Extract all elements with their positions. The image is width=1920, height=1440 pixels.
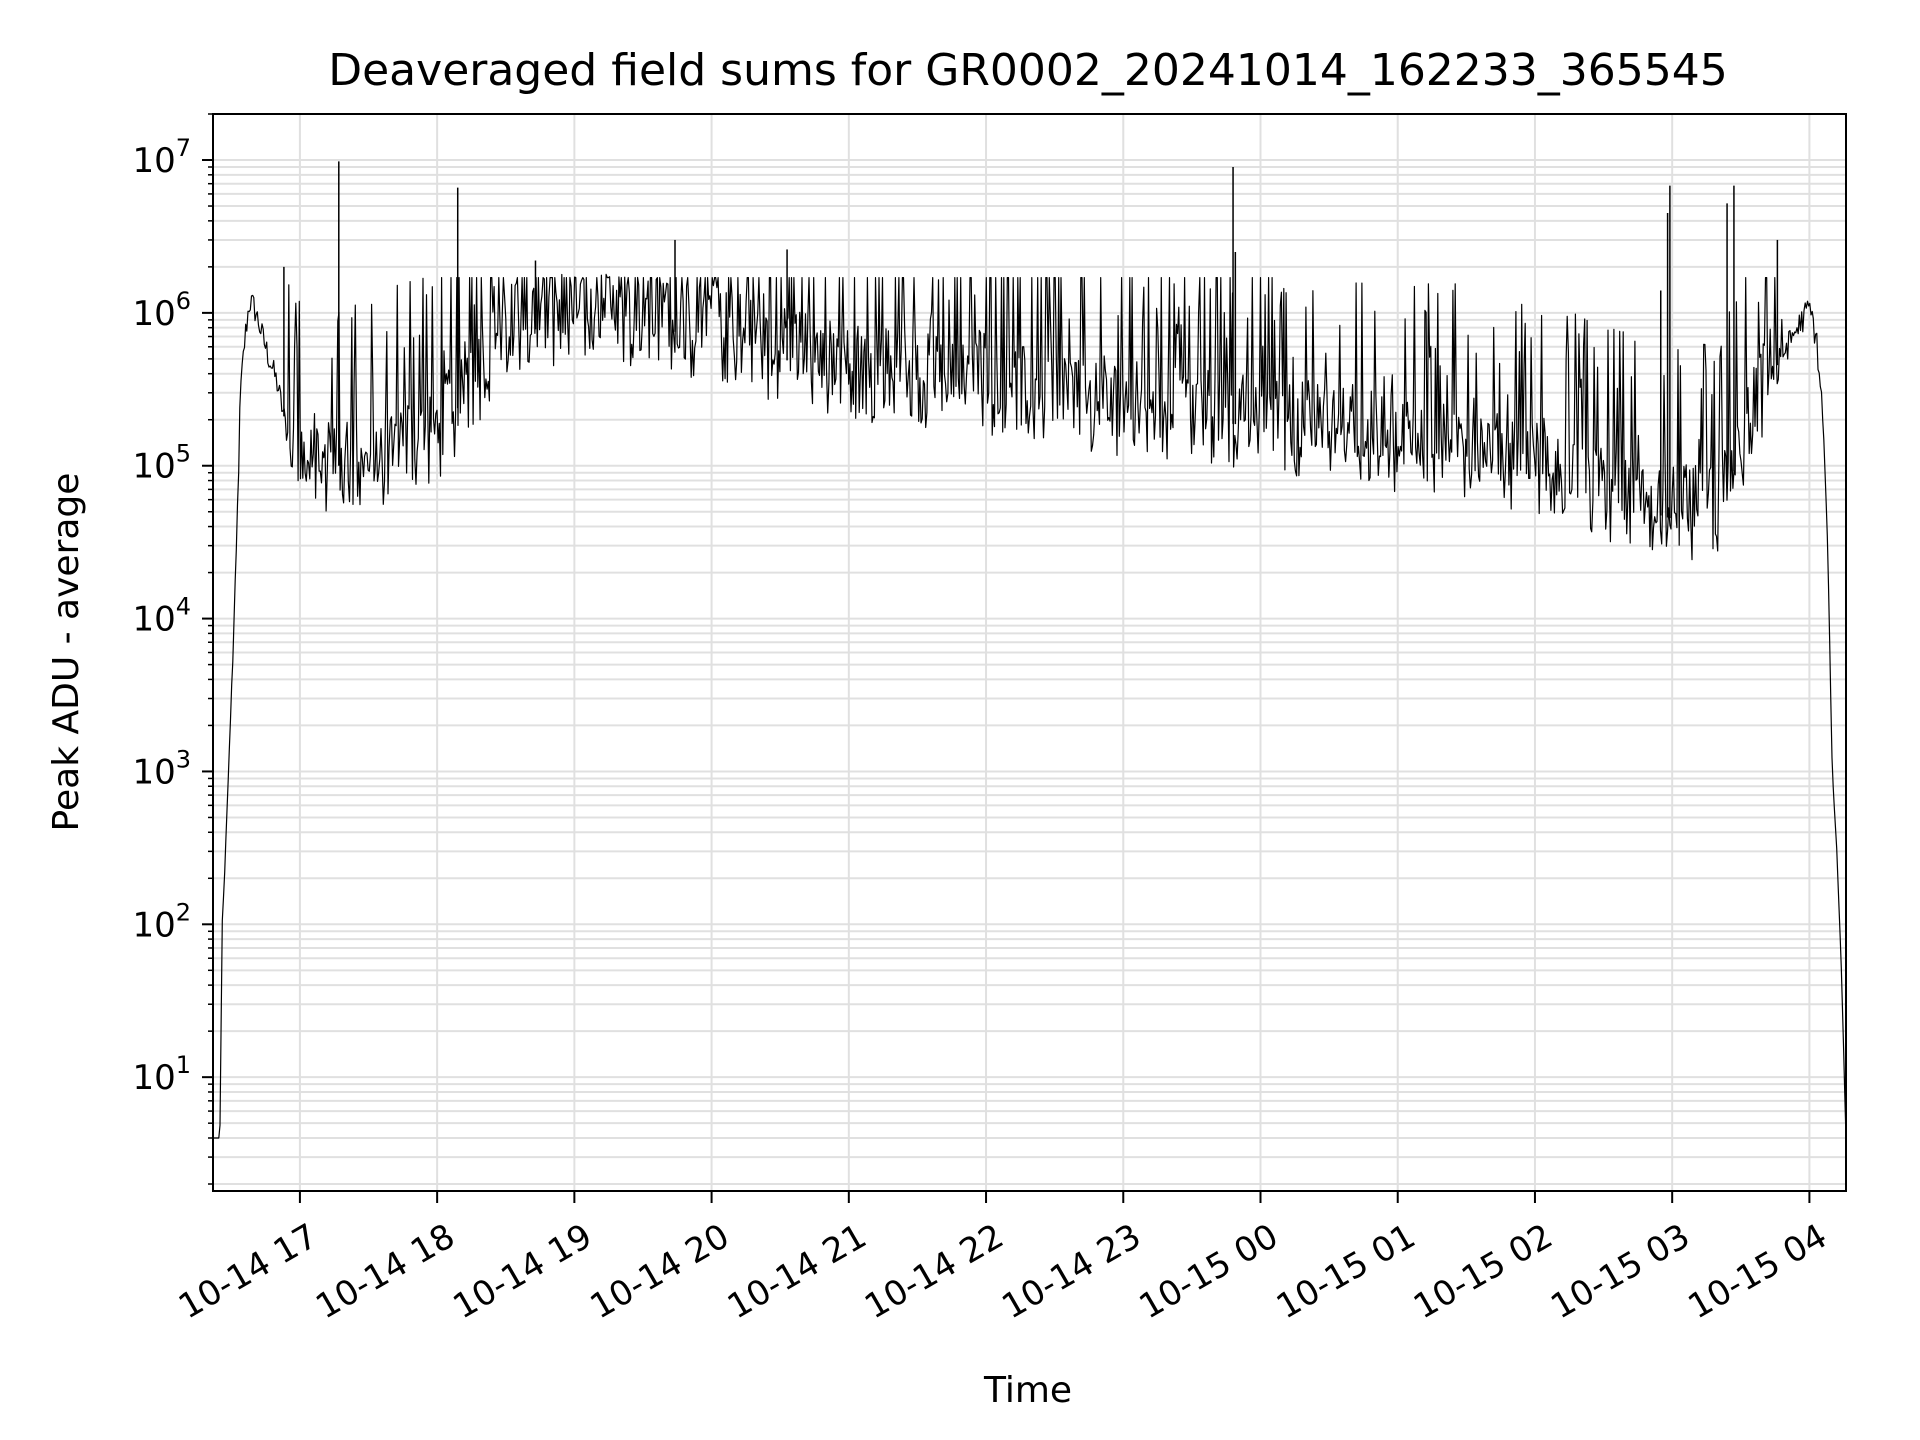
series-line	[213, 273, 1847, 1139]
plot-frame	[212, 113, 1847, 1192]
y-tick-label: 105	[132, 440, 191, 487]
y-tick-label-exponent: 2	[176, 898, 191, 926]
y-tick-label-exponent: 3	[176, 745, 191, 773]
chart-title: Deaveraged field sums for GR0002_2024101…	[328, 45, 1728, 96]
y-tick-label: 102	[132, 898, 191, 945]
y-tick-label-exponent: 6	[176, 287, 191, 315]
y-tick-label: 104	[132, 593, 191, 640]
grid-layer	[213, 113, 1846, 1191]
y-tick-label-exponent: 5	[176, 440, 191, 468]
y-tick-label-base: 10	[132, 141, 175, 181]
y-tick-label-base: 10	[132, 905, 175, 945]
y-tick-label-base: 10	[132, 294, 175, 334]
y-tick-label-base: 10	[132, 600, 175, 640]
y-tick-label: 107	[132, 134, 191, 181]
y-tick-label-base: 10	[132, 1058, 175, 1098]
y-tick-label: 106	[132, 287, 191, 334]
x-axis-label: Time	[983, 1370, 1072, 1411]
y-tick-label-exponent: 4	[176, 593, 191, 621]
y-tick-label-base: 10	[132, 752, 175, 792]
y-tick-label-base: 10	[132, 447, 175, 487]
y-tick-label-exponent: 1	[176, 1051, 191, 1079]
y-tick-label-exponent: 7	[176, 134, 191, 162]
y-axis-label: Peak ADU - average	[46, 473, 87, 832]
series-layer	[213, 161, 1847, 1139]
y-tick-label: 101	[132, 1051, 191, 1098]
y-tick-label: 103	[132, 745, 191, 792]
